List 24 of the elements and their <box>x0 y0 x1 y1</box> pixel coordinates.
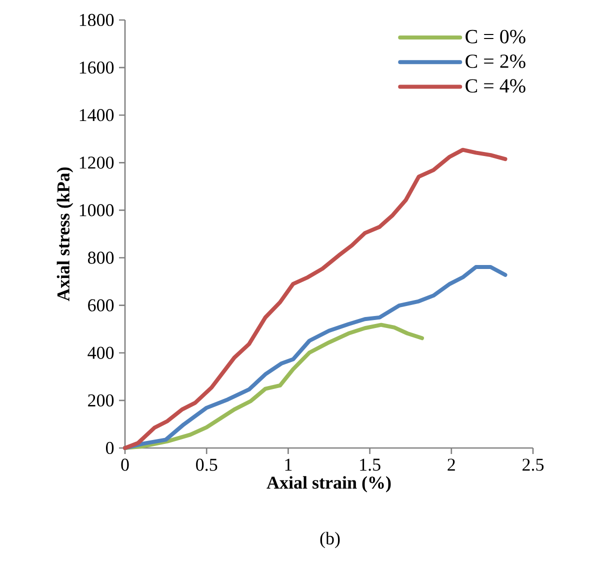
legend-label: C = 4% <box>466 79 526 93</box>
x-tick-label: 2.5 <box>522 458 544 471</box>
x-axis-title: Axial strain (%) <box>266 476 391 492</box>
y-tick-label: 1200 <box>80 156 114 169</box>
y-tick-label: 1600 <box>80 61 114 74</box>
y-tick-label: 1000 <box>80 204 114 216</box>
y-tick-label: 800 <box>88 252 114 264</box>
y-tick-label: 400 <box>88 346 114 359</box>
x-tick-label: 0.5 <box>196 458 218 471</box>
y-tick-label: 600 <box>88 299 114 312</box>
y-axis-title: Axial stress (kPa) <box>56 167 74 302</box>
text: (b) <box>320 532 340 548</box>
y-tick-label: 1800 <box>80 14 114 26</box>
legend-label: C = 2% <box>466 54 526 68</box>
x-tick-label: 1.5 <box>360 458 380 471</box>
line-series <box>123 322 424 450</box>
y-tick-label: 0 <box>106 442 114 454</box>
y-tick-label: 1400 <box>80 109 114 122</box>
legend-label: C = 0% <box>466 30 526 44</box>
y-tick-label: 200 <box>88 394 114 406</box>
x-tick-label: 1 <box>285 458 292 471</box>
x-tick-label: 2 <box>448 458 455 471</box>
line-series <box>123 148 508 450</box>
x-tick-label: 0 <box>121 458 129 471</box>
